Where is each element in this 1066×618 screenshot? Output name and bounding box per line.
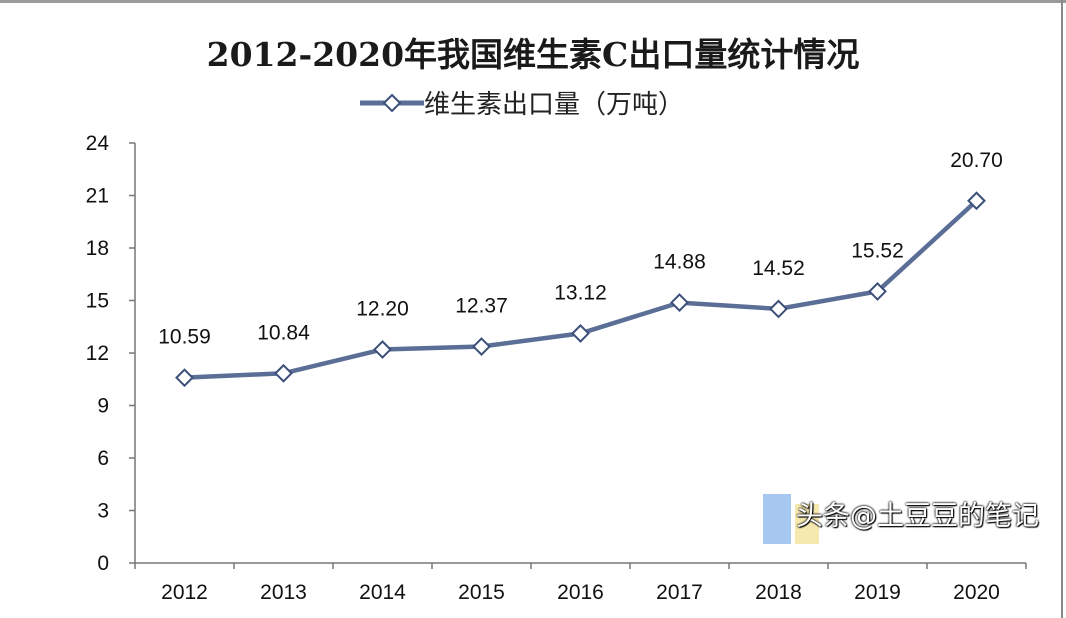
frame-top-border <box>0 0 1066 3</box>
watermark-block <box>795 504 819 544</box>
x-tick-label: 2017 <box>656 581 703 604</box>
frame-right-border <box>1061 0 1063 618</box>
data-point-marker <box>670 293 689 313</box>
data-label: 10.84 <box>257 321 310 344</box>
data-point-marker <box>274 363 293 383</box>
data-point-marker <box>571 323 590 343</box>
y-tick-label: 0 <box>97 552 109 575</box>
data-label: 13.12 <box>554 281 607 304</box>
x-tick-label: 2013 <box>260 581 307 604</box>
legend-line-marker-icon <box>360 93 424 112</box>
y-tick-label: 24 <box>86 132 110 155</box>
x-tick-label: 2019 <box>854 581 901 604</box>
data-point-marker <box>868 281 887 301</box>
x-tick-label: 2014 <box>359 581 406 604</box>
y-tick-label: 21 <box>86 185 109 208</box>
data-label: 20.70 <box>950 149 1003 172</box>
data-label: 14.52 <box>752 257 805 280</box>
data-label: 12.37 <box>455 295 508 318</box>
data-label: 14.88 <box>653 251 706 274</box>
x-tick-label: 2015 <box>458 581 505 604</box>
data-point-marker <box>472 337 491 356</box>
legend-label: 维生素出口量（万吨） <box>424 90 685 120</box>
data-point-marker <box>373 340 392 359</box>
data-point-marker <box>967 191 986 211</box>
y-tick-label: 18 <box>86 237 109 260</box>
y-tick-label: 9 <box>97 395 109 418</box>
y-tick-label: 15 <box>86 290 109 313</box>
y-tick-label: 6 <box>97 447 109 470</box>
chart-title: 2012-2020年我国维生素C出口量统计情况 <box>206 35 860 74</box>
x-tick-label: 2020 <box>953 581 1000 604</box>
x-tick-label: 2018 <box>755 581 802 604</box>
y-tick-label: 3 <box>97 500 109 523</box>
x-tick-label: 2016 <box>557 581 604 604</box>
data-label: 10.59 <box>158 326 211 349</box>
y-tick-label: 12 <box>86 342 109 365</box>
data-point-marker <box>769 299 788 319</box>
legend: 维生素出口量（万吨） <box>360 84 684 121</box>
watermark-block <box>763 494 791 544</box>
watermark: 头条@土豆豆的笔记 <box>796 501 1039 532</box>
data-label: 12.20 <box>356 298 409 321</box>
data-label: 15.52 <box>851 239 904 262</box>
x-tick-label: 2012 <box>161 581 208 604</box>
data-point-marker <box>175 368 194 388</box>
